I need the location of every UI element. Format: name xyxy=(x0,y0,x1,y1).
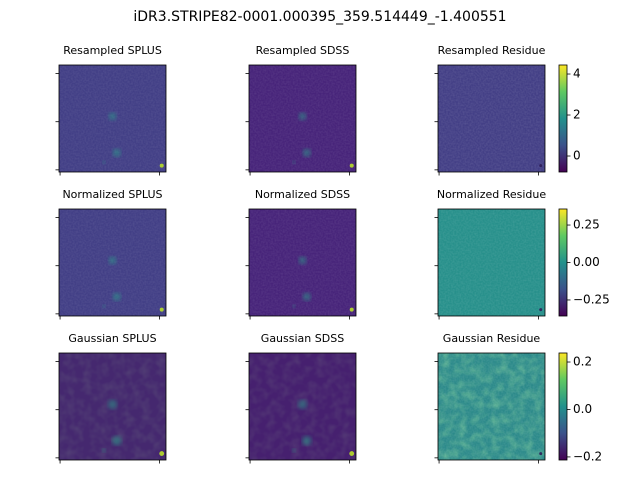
sources xyxy=(292,112,354,168)
panel-title: Resampled SPLUS xyxy=(63,44,162,57)
source xyxy=(159,451,165,456)
axes-frame xyxy=(58,64,167,173)
sources xyxy=(292,399,355,456)
source xyxy=(102,304,106,308)
panel-title: Normalized Residue xyxy=(437,188,547,201)
sources xyxy=(539,164,543,168)
axes-frame xyxy=(248,64,357,173)
source xyxy=(108,256,117,265)
source xyxy=(301,435,312,446)
source xyxy=(292,304,296,308)
source xyxy=(298,256,307,265)
panel-title: Gaussian Residue xyxy=(443,332,541,345)
colorbar-tick-label: 0.2 xyxy=(573,355,592,369)
image-noise xyxy=(438,209,545,316)
colorbar-tick-label: 0.25 xyxy=(573,218,600,232)
colorbar-tick-label: 4 xyxy=(573,67,581,81)
source xyxy=(102,448,106,453)
source xyxy=(107,399,118,410)
colorbar-tick-label: −0.25 xyxy=(573,292,610,306)
axes-frame xyxy=(437,352,546,461)
panel-title: Normalized SPLUS xyxy=(62,188,162,201)
colorbar xyxy=(558,352,568,461)
source xyxy=(112,292,121,301)
source xyxy=(349,163,354,168)
source xyxy=(539,308,543,312)
image-noise xyxy=(438,353,545,460)
source xyxy=(292,448,296,453)
axes-frame xyxy=(58,352,167,461)
sources xyxy=(102,399,165,456)
sources xyxy=(102,256,164,312)
source xyxy=(108,112,117,121)
colorbar-tick-label: 0.00 xyxy=(573,255,600,269)
panel-title: Normalized SDSS xyxy=(255,188,350,201)
source xyxy=(302,292,311,301)
colorbar xyxy=(558,64,568,173)
axes-frame xyxy=(248,208,357,317)
axes-frame xyxy=(248,352,357,461)
colorbar-tick-label: −0.2 xyxy=(573,449,602,463)
panel-title: Gaussian SDSS xyxy=(261,332,344,345)
panel-title: Resampled Residue xyxy=(438,44,546,57)
figure-title: iDR3.STRIPE82-0001.000395_359.514449_-1.… xyxy=(133,9,506,25)
axes-frame xyxy=(437,208,546,317)
sources xyxy=(292,256,354,312)
source xyxy=(112,148,121,157)
colorbar xyxy=(558,208,568,317)
panel-title: Gaussian SPLUS xyxy=(68,332,156,345)
source xyxy=(297,399,308,410)
panel-title: Resampled SDSS xyxy=(256,44,350,57)
sources xyxy=(102,112,164,168)
source xyxy=(349,451,355,456)
source xyxy=(539,164,543,168)
axes-frame xyxy=(58,208,167,317)
source xyxy=(111,435,122,446)
source xyxy=(539,452,543,456)
colorbar-tick-label: 0 xyxy=(573,149,581,163)
source xyxy=(349,307,354,312)
colorbar-tick-label: 0.0 xyxy=(573,402,592,416)
sources xyxy=(539,452,543,456)
sources xyxy=(539,308,543,312)
source xyxy=(159,307,164,312)
axes-frame xyxy=(437,64,546,173)
image-noise xyxy=(438,65,545,172)
source xyxy=(302,148,311,157)
source xyxy=(159,163,164,168)
source xyxy=(298,112,307,121)
colorbar-tick-label: 2 xyxy=(573,108,581,122)
source xyxy=(292,160,296,164)
source xyxy=(102,160,106,164)
